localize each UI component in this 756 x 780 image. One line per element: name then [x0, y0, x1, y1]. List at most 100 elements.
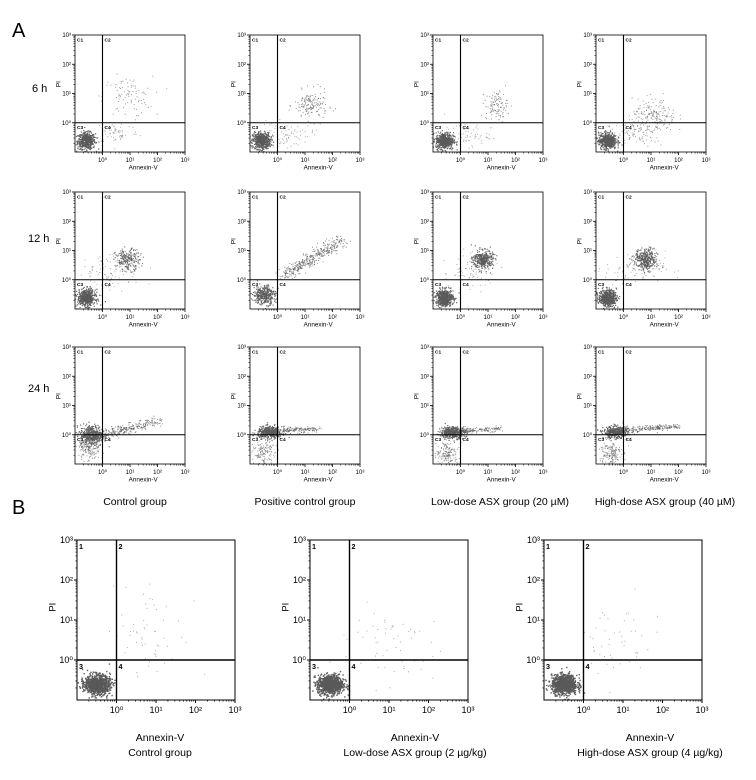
row-label-12h: 12 h [28, 233, 50, 245]
x-tick-label: 10⁰ [273, 157, 283, 164]
x-tick-label: 10² [674, 315, 683, 321]
x-tick-label: 10¹ [647, 158, 656, 164]
y-tick-label: 10³ [583, 33, 592, 39]
caption-b-control-group: Control group [128, 747, 192, 759]
y-tick-label: 10¹ [237, 92, 246, 98]
x-tick-label: 10⁰ [619, 314, 629, 321]
y-axis-label: PI [280, 603, 291, 612]
quadrant-label-3: C3 [598, 282, 604, 288]
plot-a-row3-col4: C1 C2 C3 C4 10⁰ 10⁰ 10¹ 10¹ 10² 10² 10³ 10³ PI Annexi… [577, 345, 711, 483]
y-tick-label: 10³ [237, 190, 246, 196]
x-tick-label: 10¹ [301, 158, 310, 164]
y-tick-label: 10¹ [527, 615, 540, 625]
quadrant-label-4: C4 [463, 437, 469, 443]
plot-frame [249, 346, 361, 465]
y-tick-label: 10² [62, 62, 71, 68]
plot-b-3: 1 2 3 4 10⁰ 10⁰ 10¹ 10¹ 10² 10² 10³ 10³ PI [514, 535, 708, 715]
x-tick-label: 10² [328, 470, 337, 476]
quadrant-label-4: C4 [463, 282, 469, 288]
quadrant-label-3: 3 [79, 662, 83, 671]
x-tick-label: 10⁰ [273, 314, 283, 321]
plot-a-row1-col3: C1 C2 C3 C4 10⁰ 10⁰ 10¹ 10¹ 10² 10² 10³ 10³ PI Annexi… [414, 33, 548, 171]
quadrant-label-2: 2 [352, 542, 356, 551]
x-tick-label: 10¹ [126, 470, 135, 476]
y-tick-label: 10³ [420, 345, 429, 351]
caption-b-high-dose: Annexin-V High-dose ASX group (4 µg/kg) [565, 731, 735, 761]
plot-frame [432, 346, 544, 465]
scatter-points [596, 422, 681, 464]
quadrant-label-2: C2 [280, 37, 286, 43]
y-tick-label: 10³ [62, 345, 71, 351]
x-tick-label: 10¹ [301, 315, 310, 321]
caption-b-control: Annexin-V Control group [95, 731, 225, 761]
y-tick-label: 10⁰ [583, 432, 593, 439]
y-tick-label: 10³ [237, 33, 246, 39]
scatter-points [250, 83, 336, 152]
quadrant-label-3: C3 [598, 125, 604, 131]
y-tick-label: 10¹ [420, 92, 429, 98]
x-tick-label: 10⁰ [273, 469, 283, 476]
scatter-points [251, 422, 322, 464]
y-tick-label: 10⁰ [583, 277, 593, 284]
quadrant-label-2: C2 [280, 194, 286, 200]
x-tick-label: 10³ [181, 470, 190, 476]
x-axis-label: Annexin-V [129, 164, 159, 171]
x-tick-label: 10⁰ [98, 314, 108, 321]
y-tick-label: 10³ [527, 535, 540, 545]
x-tick-label: 10¹ [301, 470, 310, 476]
scatter-points [596, 246, 679, 309]
x-axis-label: Annexin-V [487, 476, 517, 483]
quadrant-label-4: 4 [119, 662, 123, 671]
quadrant-label-4: C4 [626, 282, 632, 288]
x-tick-label: 10³ [181, 158, 190, 164]
y-tick-label: 10¹ [583, 249, 592, 255]
quadrant-label-2: C2 [463, 194, 469, 200]
quadrant-label-3: C3 [77, 437, 83, 443]
y-tick-label: 10⁰ [237, 277, 247, 284]
x-tick-label: 10³ [539, 158, 548, 164]
scatter-points [77, 583, 206, 699]
quadrant-label-2: C2 [280, 349, 286, 355]
y-axis-label: PI [231, 393, 238, 399]
y-tick-label: 10¹ [237, 249, 246, 255]
quadrant-label-4: C4 [280, 125, 286, 131]
y-tick-label: 10² [420, 62, 429, 68]
y-tick-label: 10¹ [420, 249, 429, 255]
x-tick-label: 10³ [228, 705, 241, 715]
quadrant-label-3: C3 [435, 437, 441, 443]
scatter-points [596, 93, 682, 152]
quadrant-label-3: C3 [598, 437, 604, 443]
y-tick-label: 10⁰ [62, 120, 72, 127]
x-tick-label: 10² [674, 470, 683, 476]
y-tick-label: 10¹ [60, 615, 73, 625]
y-tick-label: 10³ [583, 345, 592, 351]
quadrant-label-4: C4 [463, 125, 469, 131]
quadrant-label-3: 3 [312, 662, 316, 671]
quadrant-label-2: C2 [105, 37, 111, 43]
y-tick-label: 10¹ [62, 92, 71, 98]
x-axis-label: Annexin-V [487, 164, 517, 171]
y-tick-label: 10² [583, 62, 592, 68]
y-tick-label: 10² [420, 374, 429, 380]
x-tick-label: 10⁰ [456, 157, 466, 164]
quadrant-label-2: C2 [105, 194, 111, 200]
x-tick-label: 10² [674, 158, 683, 164]
plot-frame [249, 191, 361, 310]
quadrant-label-2: C2 [463, 37, 469, 43]
plot-a-row3-col2: C1 C2 C3 C4 10⁰ 10⁰ 10¹ 10¹ 10² 10² 10³ 10³ PI Annexi… [231, 345, 365, 483]
row-label-6h: 6 h [32, 83, 48, 95]
row-label-24h: 24 h [28, 383, 50, 395]
y-tick-label: 10² [62, 374, 71, 380]
y-tick-label: 10² [583, 219, 592, 225]
x-tick-label: 10¹ [484, 470, 493, 476]
x-tick-label: 10³ [539, 315, 548, 321]
quadrant-label-1: C1 [435, 349, 441, 355]
x-tick-label: 10⁰ [619, 157, 629, 164]
y-tick-label: 10¹ [237, 404, 246, 410]
quadrant-label-1: C1 [598, 194, 604, 200]
y-axis-label: PI [231, 81, 238, 87]
y-tick-label: 10¹ [62, 404, 71, 410]
x-tick-label: 10⁰ [98, 157, 108, 164]
quadrant-label-1: 1 [546, 542, 550, 551]
